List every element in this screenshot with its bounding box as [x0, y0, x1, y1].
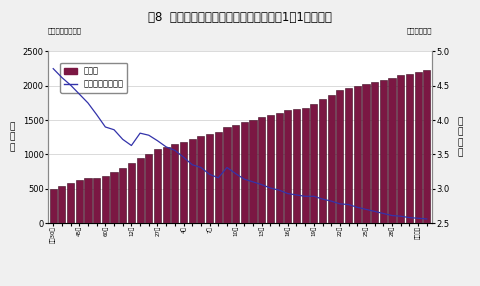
Bar — [110, 172, 118, 223]
Bar — [197, 136, 204, 223]
Text: 図8  世帯数及び世帯人員数の推移（各年1月1日現在）: 図8 世帯数及び世帯人員数の推移（各年1月1日現在） — [148, 11, 332, 24]
Bar — [423, 70, 431, 223]
Bar — [128, 163, 135, 223]
Text: （単位：人）: （単位：人） — [407, 28, 432, 34]
Bar — [119, 168, 126, 223]
Bar — [154, 149, 161, 223]
Bar — [319, 99, 326, 223]
Bar — [415, 72, 421, 223]
Bar — [145, 154, 152, 223]
Bar — [371, 82, 378, 223]
Bar — [397, 75, 404, 223]
Bar — [84, 178, 92, 223]
Bar — [241, 122, 248, 223]
Legend: 世帯数, 一世帯当たり人員: 世帯数, 一世帯当たり人員 — [60, 63, 127, 93]
Bar — [136, 158, 144, 223]
Y-axis label: 世
帯
数: 世 帯 数 — [9, 122, 14, 152]
Bar — [67, 183, 74, 223]
Bar — [189, 139, 196, 223]
Bar — [59, 186, 65, 223]
Bar — [163, 147, 170, 223]
Bar — [206, 134, 213, 223]
Bar — [284, 110, 291, 223]
Bar — [223, 128, 230, 223]
Bar — [49, 189, 57, 223]
Bar — [388, 78, 396, 223]
Bar — [293, 109, 300, 223]
Bar — [267, 115, 274, 223]
Bar — [406, 74, 413, 223]
Bar — [301, 108, 309, 223]
Bar — [93, 178, 100, 223]
Bar — [258, 117, 265, 223]
Bar — [328, 95, 335, 223]
Bar — [345, 88, 352, 223]
Bar — [354, 86, 361, 223]
Bar — [215, 132, 222, 223]
Bar — [180, 142, 187, 223]
Bar — [102, 176, 109, 223]
Bar — [76, 180, 83, 223]
Text: （単位：千世帯）: （単位：千世帯） — [48, 28, 82, 34]
Bar — [336, 90, 344, 223]
Bar — [232, 125, 239, 223]
Bar — [276, 113, 283, 223]
Y-axis label: 世
帯
人
員: 世 帯 人 員 — [458, 117, 463, 157]
Bar — [380, 80, 387, 223]
Bar — [171, 144, 179, 223]
Bar — [362, 84, 370, 223]
Bar — [250, 120, 257, 223]
Bar — [310, 104, 317, 223]
